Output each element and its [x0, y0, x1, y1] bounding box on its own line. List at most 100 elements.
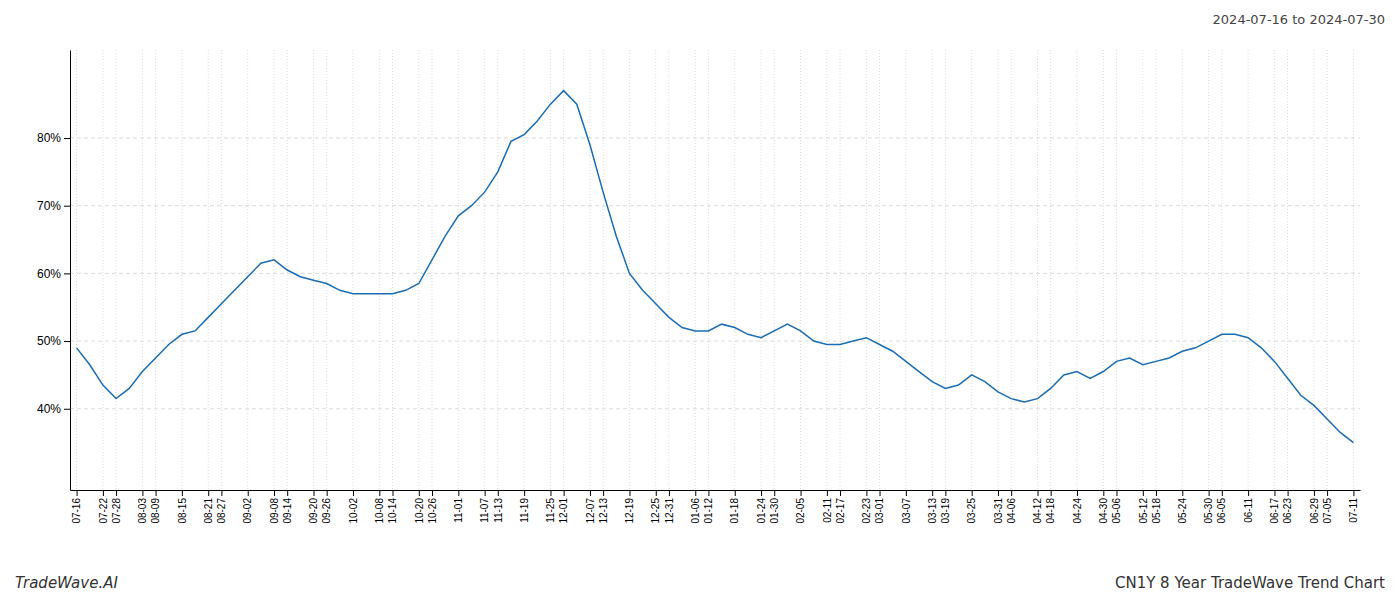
x-tick-mark — [103, 490, 104, 496]
grid-line-x — [497, 50, 498, 490]
y-tick: 40% — [37, 402, 70, 416]
x-tick-mark — [629, 490, 630, 496]
grid-line-y — [70, 205, 1360, 206]
x-tick: 11-01 — [453, 490, 464, 523]
x-tick-label: 01-06 — [690, 498, 701, 524]
x-tick-mark — [498, 490, 499, 496]
grid-line-x — [734, 50, 735, 490]
x-tick: 03-31 — [993, 490, 1004, 524]
x-tick-label: 03-01 — [874, 498, 885, 524]
x-tick-label: 10-14 — [387, 498, 398, 524]
x-tick-label: 04-12 — [1032, 498, 1043, 524]
x-tick-mark — [287, 490, 288, 496]
x-tick-label: 09-26 — [321, 498, 332, 524]
x-tick-mark — [393, 490, 394, 496]
x-tick: 10-26 — [427, 490, 438, 524]
x-tick: 12-19 — [624, 490, 635, 524]
x-tick: 12-31 — [664, 490, 675, 524]
x-tick-label: 12-25 — [650, 498, 661, 524]
y-tick-mark — [64, 409, 70, 410]
x-tick-mark — [1156, 490, 1157, 496]
x-tick-label: 02-05 — [795, 498, 806, 524]
y-tick-mark — [64, 341, 70, 342]
x-tick-mark — [735, 490, 736, 496]
grid-line-x — [142, 50, 143, 490]
x-tick: 03-13 — [927, 490, 938, 524]
x-tick-label: 11-01 — [453, 498, 464, 523]
grid-line-x — [932, 50, 933, 490]
x-tick-mark — [208, 490, 209, 496]
x-tick-mark — [1103, 490, 1104, 496]
grid-line-x — [1103, 50, 1104, 490]
x-tick-mark — [156, 490, 157, 496]
x-tick-mark — [1116, 490, 1117, 496]
x-tick-mark — [485, 490, 486, 496]
x-tick-label: 01-18 — [729, 498, 740, 524]
x-tick-label: 10-02 — [348, 498, 359, 524]
x-tick: 12-01 — [558, 490, 569, 524]
x-tick-label: 04-24 — [1072, 498, 1083, 524]
x-axis: 07-1607-2207-2808-0308-0908-1508-2108-27… — [71, 490, 1361, 524]
grid-line-x — [945, 50, 946, 490]
x-tick: 07-11 — [1348, 490, 1359, 523]
x-tick-mark — [1011, 490, 1012, 496]
x-tick: 08-21 — [203, 490, 214, 524]
grid-line-y — [70, 138, 1360, 139]
y-tick-label: 70% — [37, 199, 61, 213]
y-tick-label: 50% — [37, 334, 61, 348]
x-tick-label: 10-08 — [374, 498, 385, 524]
x-tick: 07-16 — [71, 490, 82, 524]
x-tick-label: 05-24 — [1177, 498, 1188, 524]
grid-line-x — [431, 50, 432, 490]
x-tick: 11-19 — [519, 490, 530, 523]
grid-line-x — [1142, 50, 1143, 490]
x-tick: 06-05 — [1216, 490, 1227, 524]
x-tick: 08-09 — [150, 490, 161, 524]
x-tick-label: 09-02 — [242, 498, 253, 524]
grid-line-x — [1116, 50, 1117, 490]
grid-line-x — [998, 50, 999, 490]
grid-line-x — [1076, 50, 1077, 490]
y-tick: 70% — [37, 199, 70, 213]
grid-line-x — [116, 50, 117, 490]
x-tick-mark — [603, 490, 604, 496]
x-tick-mark — [840, 490, 841, 496]
grid-line-x — [866, 50, 867, 490]
x-tick-mark — [1314, 490, 1315, 496]
y-tick-mark — [64, 273, 70, 274]
x-tick-mark — [998, 490, 999, 496]
x-tick-label: 07-16 — [71, 498, 82, 524]
x-tick-label: 04-06 — [1006, 498, 1017, 524]
x-tick-label: 07-22 — [98, 498, 109, 524]
grid-line-x — [761, 50, 762, 490]
x-tick-label: 08-27 — [216, 498, 227, 524]
chart: 40%50%60%70%80%07-1607-2207-2808-0308-09… — [0, 0, 1400, 600]
x-tick: 09-26 — [321, 490, 332, 524]
y-tick: 50% — [37, 334, 70, 348]
grid-line-x — [274, 50, 275, 490]
x-tick: 09-20 — [308, 490, 319, 524]
x-tick-mark — [458, 490, 459, 496]
x-tick: 10-20 — [414, 490, 425, 524]
grid-line-x — [458, 50, 459, 490]
x-tick-mark — [550, 490, 551, 496]
x-tick-mark — [314, 490, 315, 496]
grid-line-x — [524, 50, 525, 490]
x-tick: 07-22 — [98, 490, 109, 524]
grid-line-x — [708, 50, 709, 490]
grid-line-x — [668, 50, 669, 490]
x-tick-label: 11-19 — [519, 498, 530, 523]
grid-line-x — [550, 50, 551, 490]
x-tick-label: 08-15 — [177, 498, 188, 524]
x-tick-label: 03-19 — [940, 498, 951, 524]
x-tick-label: 06-11 — [1243, 498, 1254, 523]
marks — [77, 91, 1354, 443]
x-tick-label: 11-25 — [545, 498, 556, 523]
x-tick: 09-14 — [282, 490, 293, 524]
x-tick-label: 01-24 — [756, 498, 767, 524]
y-tick: 60% — [37, 267, 70, 281]
grid-line-x — [326, 50, 327, 490]
grid-line-x — [774, 50, 775, 490]
grid-line-x — [484, 50, 485, 490]
grid-line-x — [1011, 50, 1012, 490]
